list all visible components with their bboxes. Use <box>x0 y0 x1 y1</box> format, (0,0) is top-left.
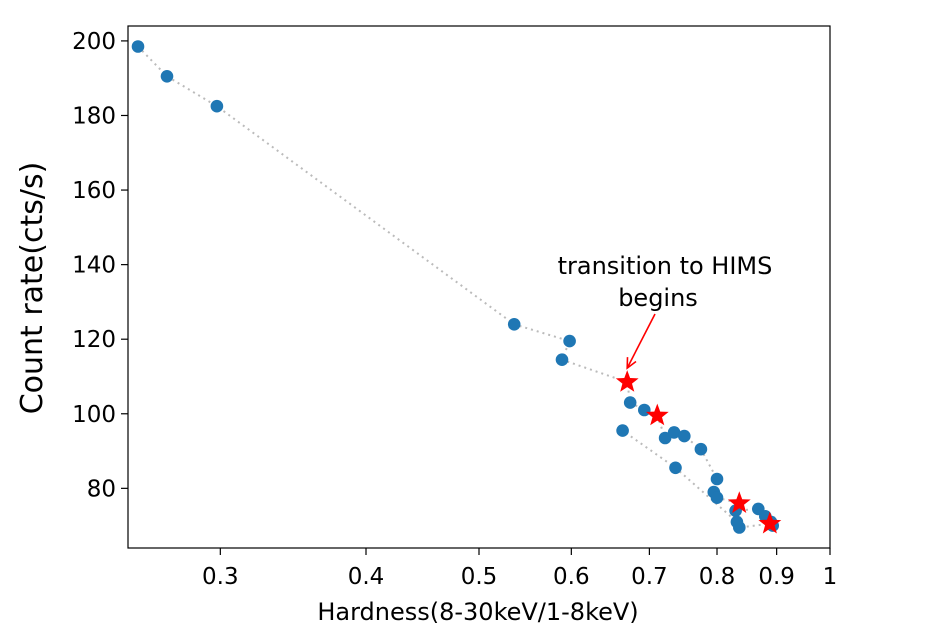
data-point <box>160 70 174 83</box>
data-point <box>507 318 521 331</box>
y-tick-label: 180 <box>72 103 116 129</box>
data-point <box>131 40 145 53</box>
annotation-line-2: begins <box>618 284 698 312</box>
data-point <box>616 424 629 437</box>
data-point <box>555 353 569 367</box>
star-marker <box>758 511 782 534</box>
plot-frame <box>127 25 831 549</box>
x-tick-label: 0.8 <box>699 564 736 590</box>
star-marker <box>645 403 669 426</box>
y-tick-label: 80 <box>87 476 116 502</box>
data-point <box>678 429 691 443</box>
data-point <box>669 461 682 475</box>
axis-ticks: 0.3 0.4 0.5 0.6 0.7 0.8 0.9 1801001201401601802… <box>72 29 837 590</box>
x-axis-label: Hardness(8-30keV/1-8keV) <box>317 598 638 626</box>
annotation-arrow <box>626 313 656 370</box>
data-point <box>730 515 744 529</box>
y-tick-label: 200 <box>72 29 116 55</box>
x-tick-label: 0.5 <box>461 564 498 590</box>
x-tick-label: 0.9 <box>758 564 795 590</box>
data-point <box>658 431 672 445</box>
data-point <box>623 396 637 409</box>
data-point <box>210 99 224 113</box>
arrow-shaft <box>626 313 656 369</box>
data-point <box>710 472 724 486</box>
annotation-line-1: transition to HIMS <box>558 252 773 280</box>
y-tick-label: 160 <box>72 178 116 204</box>
star-marker <box>615 370 639 392</box>
y-tick-label: 140 <box>72 253 116 279</box>
plot-area <box>131 40 782 534</box>
data-point <box>710 491 724 505</box>
data-point <box>694 442 708 456</box>
data-point <box>563 334 576 348</box>
y-axis-label: Count rate(cts/s) <box>15 162 50 415</box>
data-point <box>638 403 651 417</box>
x-tick-label: 0.7 <box>631 564 668 590</box>
y-tick-label: 120 <box>72 327 116 353</box>
x-tick-label: 0.3 <box>202 564 239 590</box>
x-tick-label: 0.4 <box>348 564 385 590</box>
star-marker <box>727 491 751 513</box>
data-point <box>667 426 681 439</box>
y-tick-label: 100 <box>72 402 116 428</box>
x-tick-label: 1 <box>823 564 838 590</box>
arrow-head <box>626 357 637 370</box>
x-tick-label: 0.6 <box>553 564 590 590</box>
